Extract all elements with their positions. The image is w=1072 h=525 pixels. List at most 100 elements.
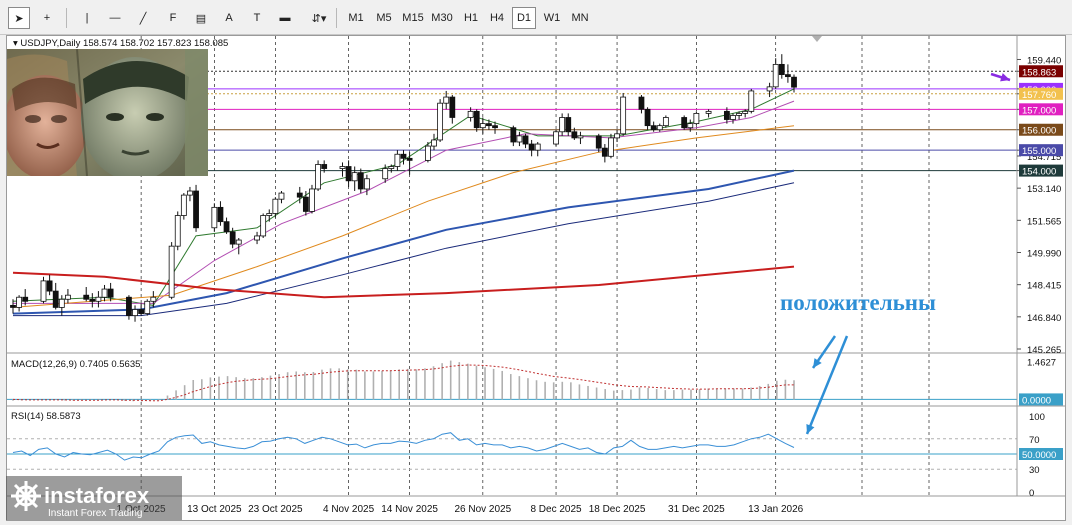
rsi-mid-label-bg (1019, 448, 1063, 460)
timeframe-m5[interactable]: M5 (376, 12, 392, 24)
candle-body (46, 280, 53, 292)
cursor-tool[interactable]: ➤ (8, 7, 30, 29)
candle-body (486, 123, 492, 127)
candle-body (467, 110, 474, 118)
annotation-arrow-head (806, 424, 815, 434)
price-label-text: 155.000 (1022, 146, 1056, 157)
price-label-bg (1019, 87, 1063, 100)
candle-body (791, 76, 797, 88)
rsi-tick-label: 50.0000 (1022, 450, 1056, 461)
candle-body (229, 231, 236, 245)
candle-body (534, 143, 541, 151)
candle-body (510, 127, 517, 143)
candle-body (553, 131, 559, 145)
candle-body (315, 164, 321, 190)
macd-zero-label-bg (1019, 393, 1063, 406)
candle-body (614, 133, 620, 139)
candle-body (705, 110, 712, 114)
price-tick-label: 149.990 (1027, 248, 1061, 259)
annotation-arrow (805, 335, 849, 435)
price-label-text: 157.000 (1022, 105, 1056, 116)
candle-body (437, 102, 444, 141)
banknote-picture (7, 49, 208, 176)
candle-body (431, 139, 437, 147)
trendline-tool[interactable]: ╱ (139, 12, 147, 25)
price-tick-label: 145.265 (1027, 345, 1061, 356)
candle-body (266, 213, 273, 216)
candle-body (357, 172, 364, 190)
price-label-bg (1019, 123, 1063, 136)
arrows-tool[interactable]: ⇵▾ (311, 12, 327, 25)
price-tick-label: 148.415 (1027, 281, 1061, 292)
candle-body (601, 147, 608, 157)
candle-body (22, 296, 29, 302)
candle-body (150, 296, 157, 302)
candle-body (95, 296, 102, 302)
x-tick-label: 18 Dec 2025 (589, 504, 646, 515)
candle-body (382, 168, 389, 180)
candle-body (180, 194, 187, 216)
annotation-arrow-head (813, 358, 822, 368)
candle-body (687, 123, 694, 129)
price-tick-label: 146.840 (1027, 313, 1061, 324)
x-tick-label: 8 Dec 2025 (530, 504, 582, 515)
price-label-bg (1019, 144, 1063, 157)
price-label-bg (1019, 65, 1063, 78)
rsi-tick-label: 70 (1029, 435, 1040, 446)
candle-body (577, 135, 584, 139)
channel-tool[interactable]: ▤ (195, 12, 207, 25)
rectangle-tool[interactable]: ▬ (279, 12, 291, 24)
price-label-bg (1019, 103, 1063, 116)
moving-average-line (13, 182, 795, 317)
candle-body (211, 206, 218, 229)
candle-body (473, 110, 480, 129)
x-tick-label: 4 Nov 2025 (323, 504, 375, 515)
candle-body (766, 86, 773, 92)
candle-body (272, 198, 279, 214)
timeframe-m15[interactable]: M15 (402, 12, 424, 24)
timeframe-d1[interactable]: D1 (512, 7, 536, 29)
timeframe-mn[interactable]: MN (571, 12, 589, 24)
candle-body (742, 110, 749, 114)
candle-body (400, 153, 407, 159)
candle-body (83, 294, 90, 300)
toolbar-separator (66, 8, 67, 28)
candle-body (388, 166, 395, 169)
text-tool[interactable]: A (225, 12, 233, 24)
instaforex-logo: instaforex Instant Forex Trading (6, 476, 182, 520)
candle-body (345, 166, 352, 182)
candle-body (693, 113, 700, 125)
candle-body (772, 63, 779, 88)
price-label-text: 154.000 (1022, 167, 1056, 178)
candle-body (138, 309, 145, 314)
crosshair-tool[interactable]: + (43, 12, 51, 24)
candle-body (394, 153, 401, 167)
price-tick-label: 154.715 (1027, 152, 1061, 163)
candle-body (144, 300, 151, 314)
candle-body (406, 157, 413, 161)
candle-body (656, 125, 663, 131)
rsi-label: RSI(14) 58.5873 (11, 411, 81, 422)
candle-body (730, 115, 736, 120)
fibonacci-tool[interactable]: F (169, 12, 177, 24)
candle-body (784, 74, 791, 78)
candle-body (16, 296, 23, 308)
rsi-tick-label: 30 (1029, 465, 1040, 476)
macd-tick-label: 0.0000 (1022, 395, 1051, 406)
moving-average-line (12, 169, 795, 315)
candle-body (681, 117, 688, 129)
candle-body (101, 288, 108, 298)
label-tool[interactable]: T (253, 12, 261, 24)
price-tick-label: 151.565 (1027, 216, 1061, 227)
candle-body (351, 172, 358, 182)
vertical-line-tool[interactable]: | (85, 12, 89, 24)
candle-body (278, 192, 285, 200)
timeframe-m30[interactable]: M30 (431, 12, 453, 24)
timeframe-m1[interactable]: M1 (348, 12, 364, 24)
timeframe-w1[interactable]: W1 (543, 12, 561, 24)
candle-body (235, 239, 242, 245)
timeframe-h1[interactable]: H1 (463, 12, 479, 24)
candle-body (449, 96, 456, 118)
timeframe-h4[interactable]: H4 (489, 12, 505, 24)
horizontal-line-tool[interactable]: — (109, 12, 121, 24)
